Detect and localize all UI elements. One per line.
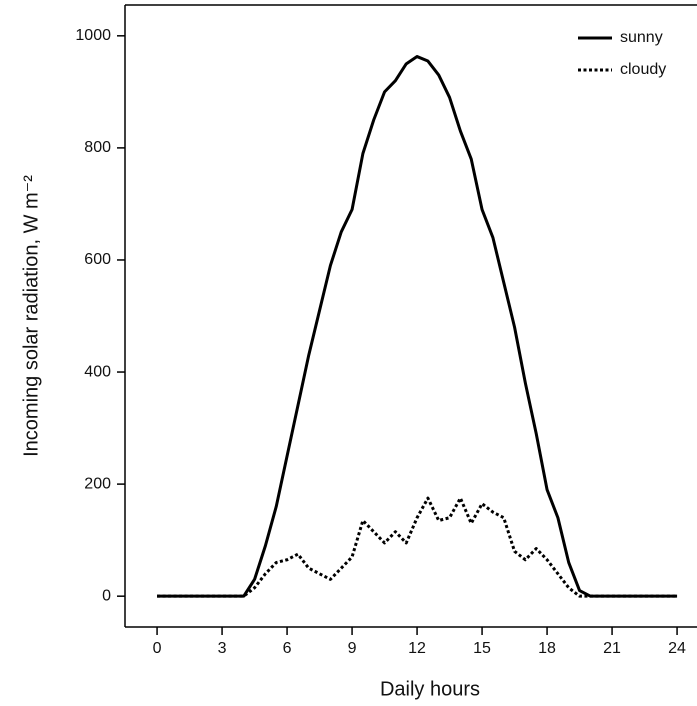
x-tick-label: 0 — [153, 640, 162, 657]
y-tick-label: 200 — [84, 475, 111, 492]
x-tick-label: 6 — [283, 640, 292, 657]
x-tick-label: 12 — [408, 640, 426, 657]
y-tick-label: 800 — [84, 139, 111, 156]
x-tick-label: 24 — [668, 640, 686, 657]
legend-label: sunny — [620, 29, 663, 46]
legend-label: cloudy — [620, 61, 666, 78]
x-tick-label: 18 — [538, 640, 556, 657]
y-tick-label: 1000 — [75, 27, 111, 44]
x-tick-label: 3 — [218, 640, 227, 657]
x-tick-label: 15 — [473, 640, 491, 657]
y-axis-title: Incoming solar radiation, W m⁻² — [20, 175, 42, 457]
x-tick-label: 21 — [603, 640, 621, 657]
y-tick-label: 0 — [102, 587, 111, 604]
y-tick-label: 600 — [84, 251, 111, 268]
line-series — [157, 55, 678, 598]
y-tick-label: 400 — [84, 363, 111, 380]
line-series — [157, 496, 678, 598]
x-tick-label: 9 — [348, 640, 357, 657]
x-axis-title: Daily hours — [380, 678, 480, 700]
